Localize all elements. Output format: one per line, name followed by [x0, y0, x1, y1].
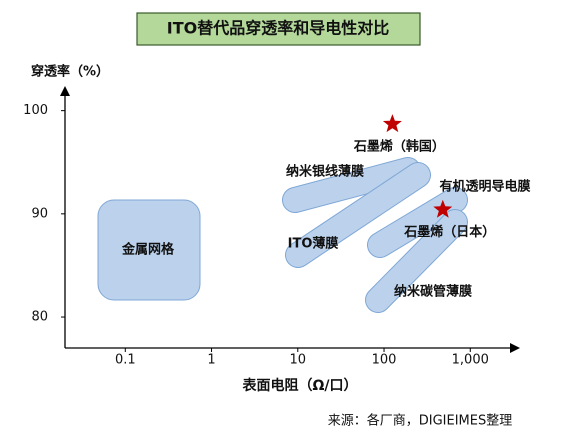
- region-bands: [282, 157, 468, 313]
- chart-title: ITO替代品穿透率和导电性对比: [167, 19, 389, 38]
- region-label: 纳米碳管薄膜: [394, 284, 472, 300]
- y-axis-label: 穿透率（%）: [31, 64, 109, 80]
- x-tick-label: 1,000: [452, 353, 489, 368]
- region-label: 金属网格: [121, 242, 175, 258]
- y-tick-label: 100: [23, 103, 48, 118]
- x-tick-label: 100: [372, 353, 397, 368]
- x-arrow: [510, 343, 520, 353]
- title-box: [136, 12, 421, 46]
- region-label: 有机透明导电膜: [439, 179, 530, 195]
- x-tick-label: 0.1: [115, 353, 136, 368]
- y-arrow: [60, 86, 70, 96]
- point: [382, 114, 402, 133]
- region-shape: [97, 199, 201, 301]
- y-tick-label: 80: [31, 310, 48, 325]
- region-label: ITO薄膜: [288, 236, 339, 252]
- y-tick-label: 90: [31, 206, 48, 221]
- point-label: 石墨烯（韩国）: [353, 139, 445, 155]
- point-label: 石墨烯（日本）: [403, 224, 495, 240]
- source: 来源：各厂商，DIGIEIMES整理: [328, 413, 512, 429]
- x-axis-label: 表面电阻（Ω/口）: [241, 377, 357, 394]
- x-tick-label: 1: [207, 353, 215, 368]
- point: [433, 199, 453, 218]
- region-label: 纳米银线薄膜: [286, 164, 364, 180]
- x-tick-label: 10: [290, 353, 307, 368]
